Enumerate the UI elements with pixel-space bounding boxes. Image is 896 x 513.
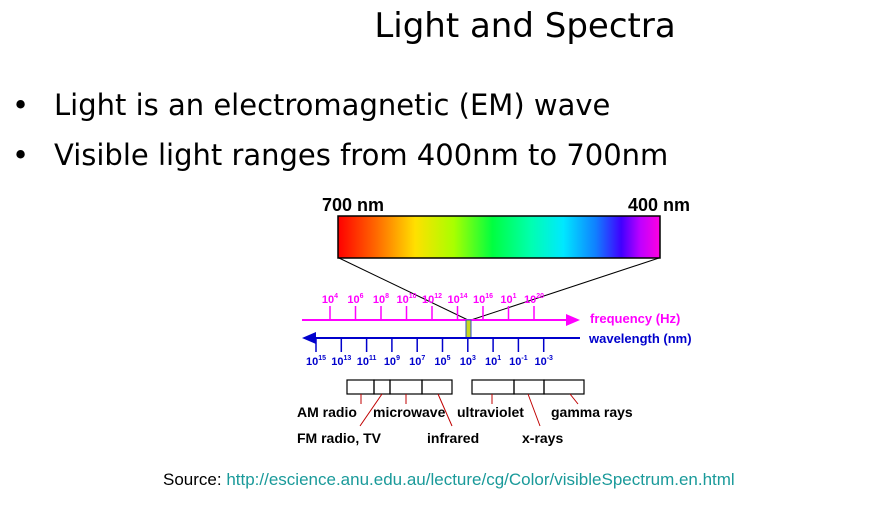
frequency-axis-label: frequency (Hz) (590, 311, 680, 326)
frequency-tick-label: 108 (373, 293, 389, 306)
wavelength-tick-label: 103 (460, 355, 476, 368)
visible-700nm-label: 700 nm (322, 195, 384, 215)
band-box-infrared (421, 379, 453, 395)
frequency-tick-label: 1010 (396, 293, 416, 306)
wavelength-tick-label: 1011 (357, 355, 377, 368)
band-label-gamma-rays: gamma rays (551, 404, 633, 420)
band-boxes (346, 379, 585, 395)
band-box-ultraviolet (471, 379, 515, 395)
band-box-gamma-rays (543, 379, 585, 395)
bullet-text: Light is an electromagnetic (EM) wave (54, 88, 611, 122)
visible-band-marker (465, 319, 472, 339)
wavelength-tick-label: 109 (384, 355, 400, 368)
wavelength-tick-label: 107 (409, 355, 425, 368)
band-box-radio (346, 379, 375, 395)
band-label-infrared: infrared (427, 430, 479, 446)
source-citation: Source: http://escience.anu.edu.au/lectu… (163, 470, 735, 490)
band-label-x-rays: x-rays (522, 430, 563, 446)
frequency-tick-label: 104 (322, 293, 338, 306)
band-label-am-radio: AM radio (297, 404, 357, 420)
frequency-tick-label: 1016 (473, 293, 493, 306)
zoom-line-left (338, 257, 469, 321)
zoom-line-right (470, 257, 660, 321)
band-label-microwave: microwave (373, 404, 446, 420)
source-prefix: Source: (163, 470, 222, 489)
frequency-tick-label: 1020 (524, 293, 544, 306)
wavelength-ticks (315, 338, 545, 352)
slide-title: Light and Spectra (374, 6, 676, 46)
bullet-marker: • (12, 138, 30, 172)
wavelength-arrow-icon (302, 332, 316, 344)
band-box-x-rays (513, 379, 545, 395)
frequency-arrow-icon (566, 314, 580, 326)
wavelength-tick-label: 105 (434, 355, 450, 368)
wavelength-tick-label: 1015 (306, 355, 326, 368)
band-label-ultraviolet: ultraviolet (457, 404, 524, 420)
wavelength-axis-label: wavelength (nm) (588, 331, 692, 346)
frequency-tick-label: 1012 (422, 293, 442, 306)
frequency-ticks (329, 306, 535, 320)
band-box-microwave (389, 379, 423, 395)
source-link[interactable]: http://escience.anu.edu.au/lecture/cg/Co… (226, 470, 735, 489)
band-label-fm-radio-tv: FM radio, TV (297, 430, 382, 446)
wavelength-tick-labels: 1015 1013 1011 109 107 105 103 101 10-1 10-3 (306, 355, 553, 368)
bullet-item: • Visible light ranges from 400nm to 700n… (12, 130, 668, 180)
wavelength-tick-label: 101 (485, 355, 501, 368)
wavelength-tick-label: 10-1 (509, 355, 528, 368)
wavelength-tick-label: 1013 (331, 355, 351, 368)
band-box-tv (373, 379, 391, 395)
bullet-marker: • (12, 88, 30, 122)
visible-spectrum-bar (337, 215, 661, 259)
visible-400nm-label: 400 nm (628, 195, 690, 215)
bullet-item: • Light is an electromagnetic (EM) wave (12, 80, 668, 130)
frequency-tick-labels: 104 106 108 1010 1012 1014 1016 101 1020 (322, 293, 544, 306)
bullet-text: Visible light ranges from 400nm to 700nm (54, 138, 669, 172)
band-pointer-lines (359, 393, 579, 427)
frequency-tick-label: 106 (347, 293, 363, 306)
wavelength-tick-label: 10-3 (534, 355, 553, 368)
bullet-list: • Light is an electromagnetic (EM) wave •… (12, 80, 668, 180)
frequency-tick-label: 1014 (447, 293, 467, 306)
frequency-tick-label: 101 (500, 293, 516, 306)
